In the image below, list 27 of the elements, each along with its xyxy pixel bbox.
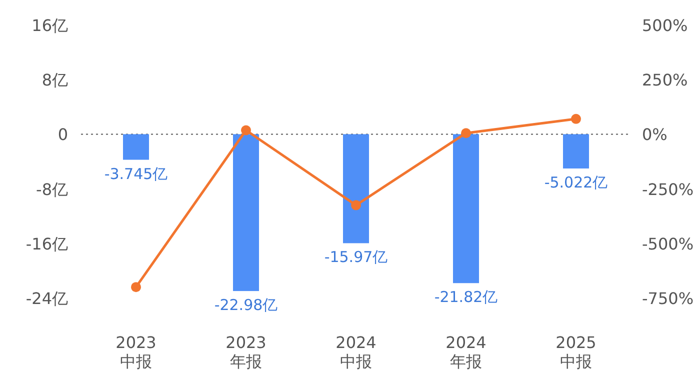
y2-tick-label: 500% xyxy=(642,16,688,35)
y-tick-label: -24亿 xyxy=(26,289,68,308)
point xyxy=(571,114,581,124)
x-tick-label: 2023 中报 xyxy=(116,333,156,372)
data-label: -22.98亿 xyxy=(214,296,278,314)
point xyxy=(241,125,251,136)
x-tick-label: 2025 中报 xyxy=(556,333,596,372)
y-tick-label: -8亿 xyxy=(36,180,68,199)
y-tick-label: -16亿 xyxy=(26,234,68,254)
x-tick-label: 2024 年报 xyxy=(446,333,486,372)
y-tick-label: 0 xyxy=(58,125,68,144)
data-label: -3.745亿 xyxy=(104,164,168,183)
y2-tick-label: 250% xyxy=(642,70,688,90)
x-tick-label: 2024 中报 xyxy=(336,333,376,372)
y-tick-label: 16亿 xyxy=(32,16,68,35)
y2-tick-label: -500% xyxy=(642,234,694,254)
x-tick-label: 2023 年报 xyxy=(226,333,266,372)
data-label: -5.022亿 xyxy=(544,173,608,192)
y2-tick-label: 0% xyxy=(642,125,668,144)
data-label: -21.82亿 xyxy=(434,288,498,306)
point xyxy=(461,128,471,138)
y2-tick-label: -750% xyxy=(642,289,694,308)
point xyxy=(351,200,361,210)
y-tick-label: 8亿 xyxy=(42,70,68,90)
point xyxy=(131,282,141,292)
y2-tick-label: -250% xyxy=(642,180,694,199)
data-label: -15.97亿 xyxy=(324,248,388,266)
